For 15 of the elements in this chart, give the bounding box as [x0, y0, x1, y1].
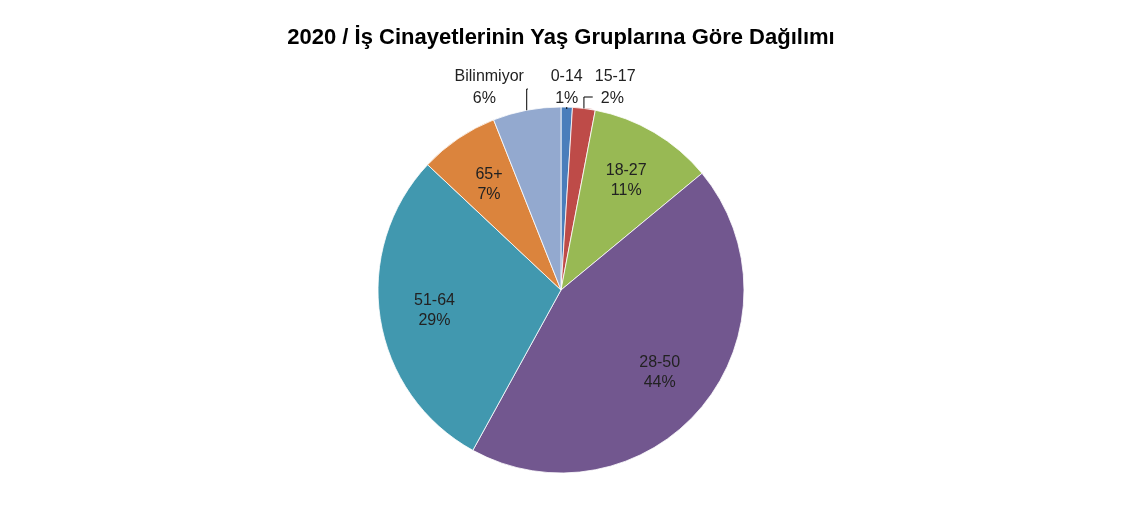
data-label: 2%: [600, 89, 624, 106]
slice-label: 0-14: [550, 67, 583, 84]
slice-label: Bilinmiyor: [454, 67, 525, 84]
data-label: 7%: [477, 185, 501, 203]
data-label: 6%: [472, 89, 496, 106]
slice-label: 65+: [475, 165, 503, 183]
data-label: 44%: [643, 372, 676, 390]
chart-title: 2020 / İş Cinayetlerinin Yaş Gruplarına Göre Dağılımı: [287, 24, 835, 49]
data-label: 1%: [555, 89, 579, 106]
slice-label: 15-17: [594, 67, 636, 84]
slice-label: 18-27: [605, 160, 647, 178]
slice-label: 28-50: [639, 352, 681, 370]
data-label: 29%: [418, 311, 451, 329]
slice-label: 51-64: [414, 291, 456, 309]
data-label: 11%: [610, 180, 642, 198]
